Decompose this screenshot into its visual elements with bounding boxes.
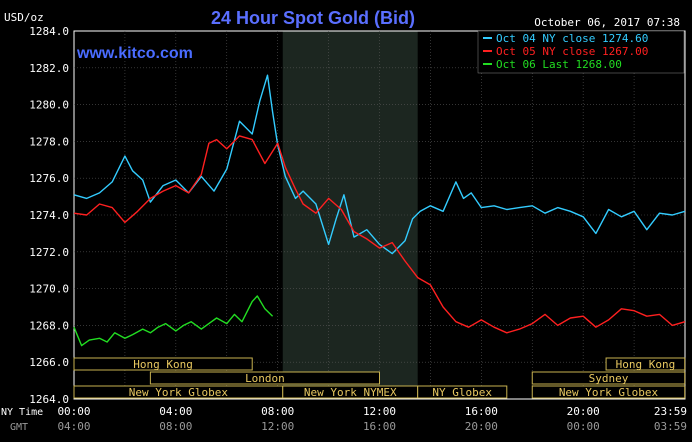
y-axis-ticks: 1284.0 1282.0 1280.0 1278.0 1276.0 1274.0 1272… <box>29 25 69 406</box>
x-tick-gmt-label: 20:00 <box>465 420 498 433</box>
x-tick-gmt-label: 04:00 <box>57 420 90 433</box>
y-tick-label: 1266.0 <box>29 356 69 369</box>
x-tick-gmt-label: 12:00 <box>261 420 294 433</box>
market-session-label: New York NYMEX <box>304 386 397 399</box>
market-session-label: Sydney <box>589 372 629 385</box>
x-tick-gmt-label: 03:59 <box>654 420 687 433</box>
x-tick-ny-label: 20:00 <box>567 405 600 418</box>
series-lines <box>73 74 686 347</box>
market-session-bar <box>531 371 686 385</box>
legend-entry: Oct 04 NY close 1274.60 <box>496 32 648 45</box>
y-tick-label: 1284.0 <box>29 25 69 38</box>
x-tick-ny-label: 12:00 <box>363 405 396 418</box>
y-tick-label: 1270.0 <box>29 283 69 296</box>
series-line-3 <box>73 295 274 347</box>
x-tick-ny-label: 00:00 <box>57 405 90 418</box>
x-tick-ny-label: 23:59 <box>654 405 687 418</box>
legend-entry: Oct 06 Last 1268.00 <box>496 58 622 71</box>
brand-watermark: www.kitco.com <box>76 45 193 62</box>
legend-box <box>477 30 685 74</box>
market-session-bar <box>73 357 253 371</box>
y-tick-label: 1278.0 <box>29 135 69 148</box>
gmt-row-label: GMT <box>10 422 28 433</box>
x-tick-ny-label: 08:00 <box>261 405 294 418</box>
market-session-label: NY Globex <box>432 386 492 399</box>
market-session-label: New York Globex <box>129 386 229 399</box>
series-line-1 <box>73 74 686 255</box>
series-line-2 <box>73 135 686 334</box>
market-session-label: New York Globex <box>559 386 659 399</box>
x-tick-ny-label: 04:00 <box>159 405 192 418</box>
y-tick-label: 1282.0 <box>29 62 69 75</box>
market-session-bar <box>531 385 686 399</box>
y-tick-label: 1276.0 <box>29 172 69 185</box>
y-tick-label: 1274.0 <box>29 209 69 222</box>
timestamp: October 06, 2017 07:38 <box>534 16 680 29</box>
x-tick-ny-label: 16:00 <box>465 405 498 418</box>
market-session-label: London <box>245 372 285 385</box>
chart-title: 24 Hour Spot Gold (Bid) <box>211 8 415 28</box>
x-tick-gmt-label: 08:00 <box>159 420 192 433</box>
x-tick-gmt-label: 00:00 <box>567 420 600 433</box>
ny-time-row-label: NY Time <box>1 407 43 418</box>
market-session-bar <box>605 357 686 371</box>
y-tick-label: 1268.0 <box>29 319 69 332</box>
x-tick-gmt-label: 16:00 <box>363 420 396 433</box>
market-session-bar <box>417 385 508 399</box>
y-tick-label: 1272.0 <box>29 246 69 259</box>
market-session-label: Hong Kong <box>616 358 676 371</box>
x-axis-ticks: 00:00 04:00 08:00 12:00 16:00 20:00 23:59 04:00… <box>57 405 687 433</box>
y-tick-label: 1264.0 <box>29 393 69 406</box>
market-session-label: Hong Kong <box>133 358 193 371</box>
legend-entry: Oct 05 NY close 1267.00 <box>496 45 648 58</box>
unit-label: USD/oz <box>4 11 44 24</box>
gridlines <box>74 31 685 399</box>
market-session-bar <box>149 371 380 385</box>
y-tick-label: 1280.0 <box>29 99 69 112</box>
